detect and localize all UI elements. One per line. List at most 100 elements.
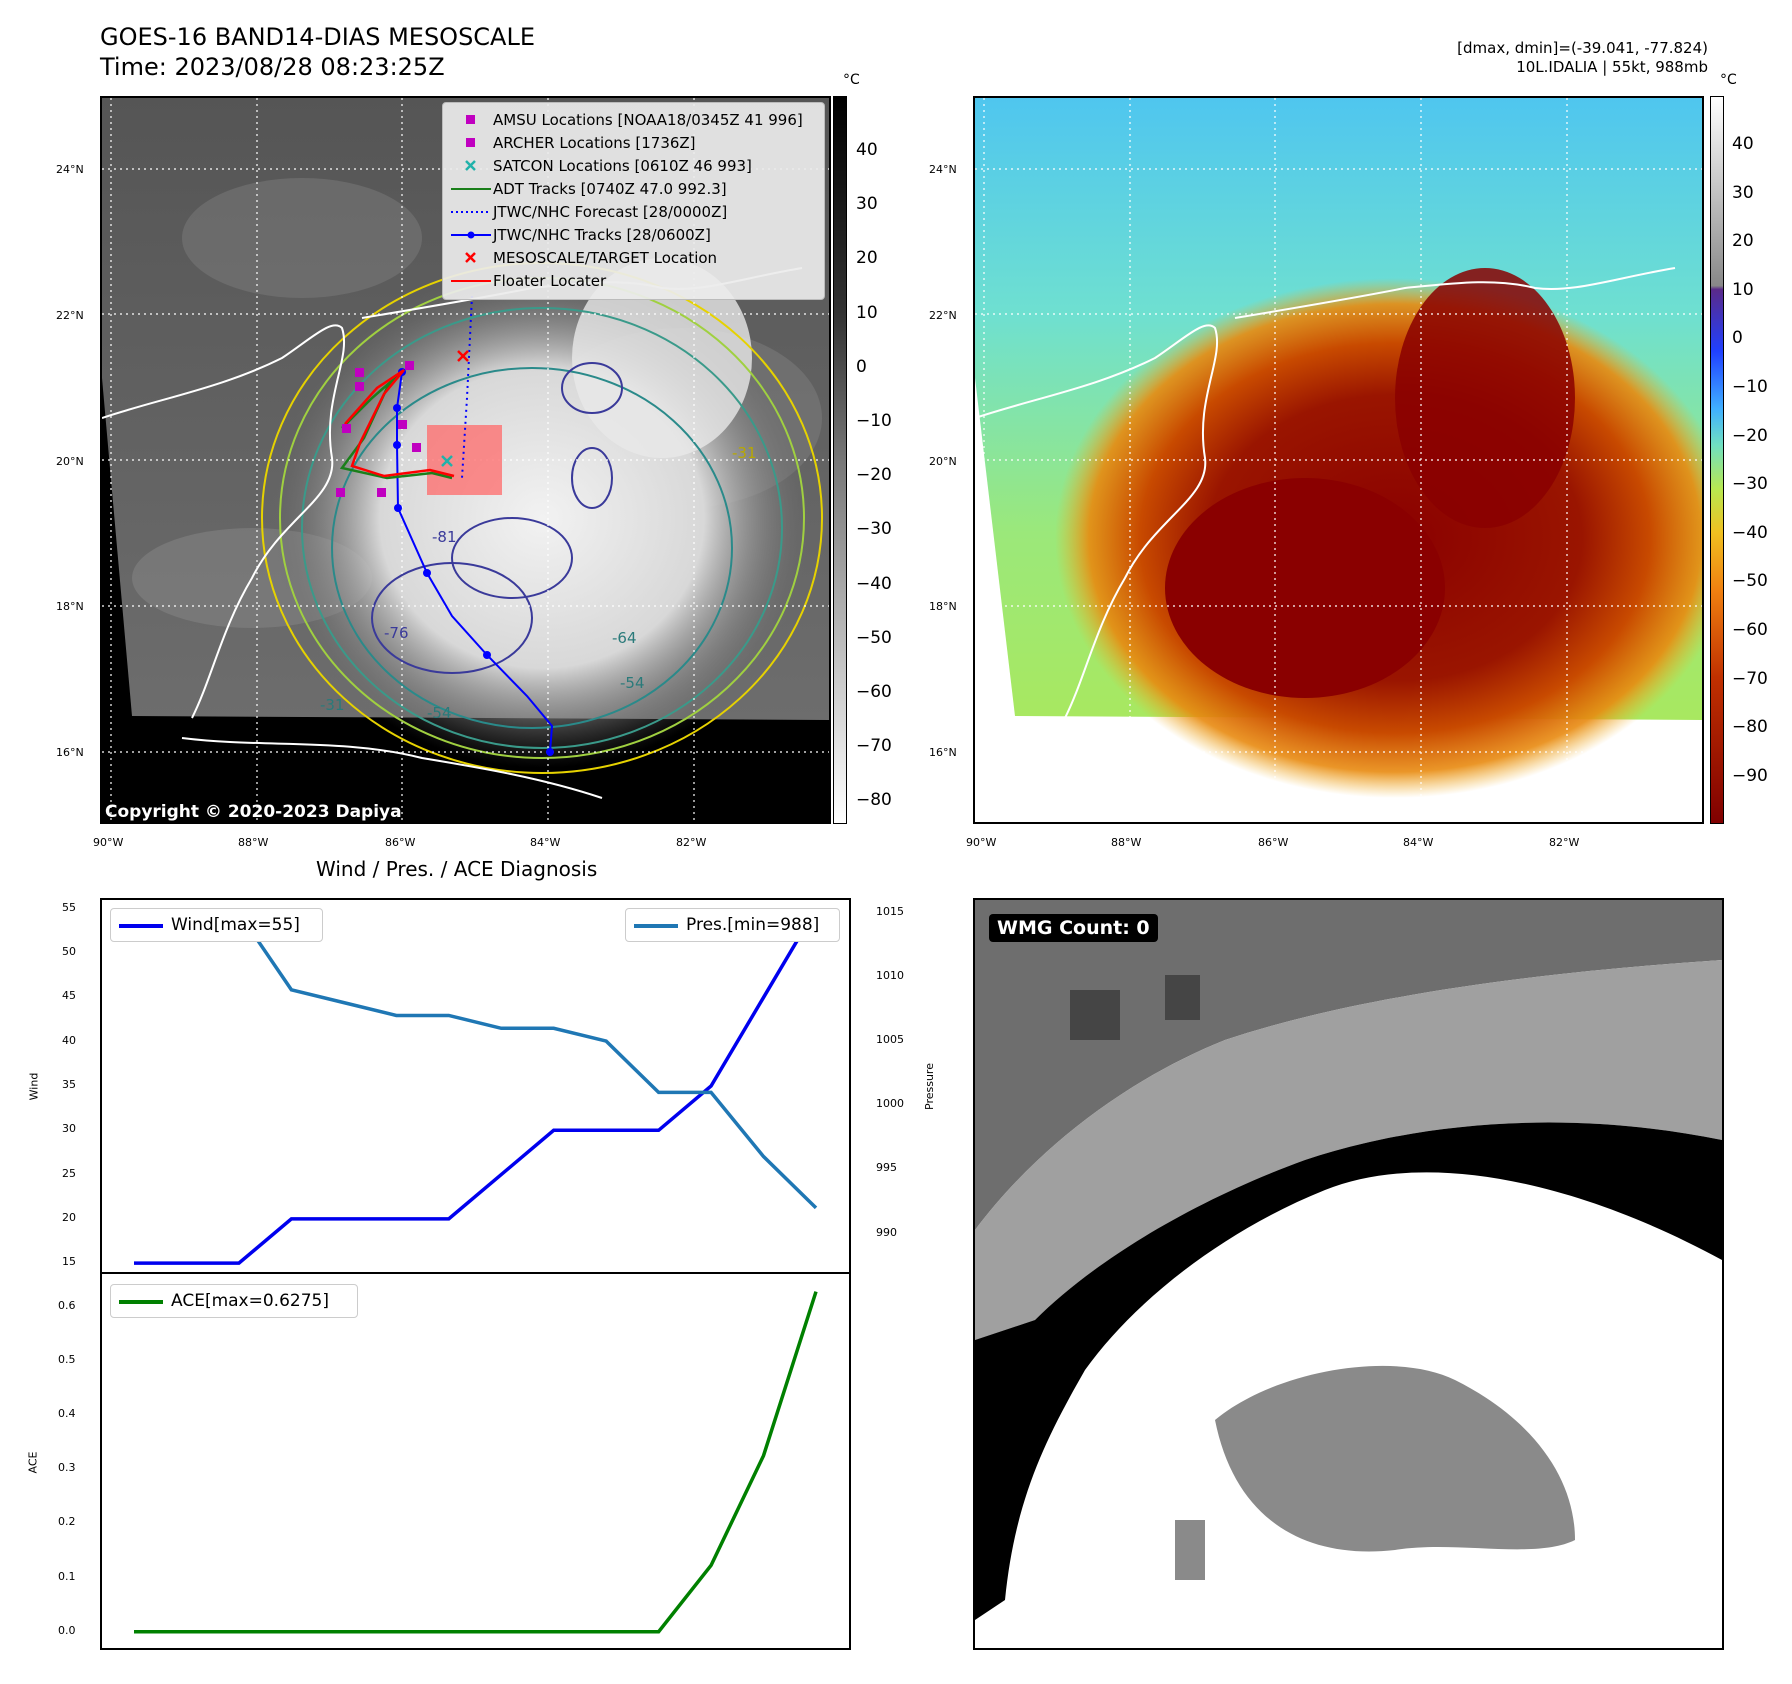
lon-label: 86°W bbox=[1258, 836, 1289, 849]
colorbar-tick: 10 bbox=[1732, 279, 1754, 300]
colorbar-tick: −60 bbox=[856, 682, 892, 702]
storm-info: [dmax, dmin]=(-39.041, -77.824) 10L.IDAL… bbox=[1457, 39, 1708, 77]
colorbar-grayscale bbox=[833, 96, 847, 824]
colorbar-tick: −60 bbox=[1732, 620, 1768, 640]
ace-legend: ACE[max=0.6275] bbox=[110, 1284, 358, 1318]
wind-tick-label: 15 bbox=[62, 1255, 76, 1269]
colorbar-tick: 0 bbox=[1732, 328, 1743, 349]
colorbar-tick: 10 bbox=[856, 302, 878, 323]
colorbar-tick: −20 bbox=[856, 465, 892, 486]
colorbar-tick: 40 bbox=[1732, 134, 1754, 154]
colorbar-tick: −80 bbox=[856, 790, 892, 811]
ace-plot: ACE[max=0.6275] bbox=[100, 1272, 851, 1650]
pressure-axis-label: Pressure bbox=[922, 1063, 936, 1110]
lat-label: 20°N bbox=[56, 455, 84, 468]
colorbar-tick: −40 bbox=[856, 573, 892, 594]
pressure-tick-label: 1005 bbox=[876, 1033, 904, 1047]
colorbar-tick: −50 bbox=[1732, 571, 1768, 592]
contour-label: -54 bbox=[620, 674, 645, 692]
lat-label: 24°N bbox=[929, 163, 957, 176]
contour-label: -31 bbox=[320, 696, 345, 714]
ace-tick-label: 0.1 bbox=[58, 1569, 76, 1583]
ace-tick-label: 0.4 bbox=[58, 1406, 76, 1420]
pressure-legend: Pres.[min=988] bbox=[625, 908, 840, 942]
colorbar-tick: 30 bbox=[1732, 182, 1754, 203]
contour-label: -64 bbox=[612, 629, 637, 647]
wind-tick-label: 35 bbox=[62, 1078, 76, 1091]
contour-label: -54 bbox=[427, 704, 452, 722]
lon-label: 84°W bbox=[530, 836, 561, 849]
lon-label: 88°W bbox=[238, 836, 269, 849]
title-line-2: Time: 2023/08/28 08:23:25Z bbox=[100, 53, 445, 81]
wmg-svg bbox=[975, 900, 1722, 1648]
ace-tick-label: 0.0 bbox=[58, 1623, 76, 1637]
lat-label: 24°N bbox=[56, 163, 84, 176]
enhanced-map-svg bbox=[975, 98, 1702, 822]
wind-tick-label: 55 bbox=[62, 900, 76, 914]
map-legend: AMSU Locations [NOAA18/0345Z 41 996] ARC… bbox=[442, 102, 825, 300]
colorbar-tick: −90 bbox=[1732, 765, 1768, 786]
wind-tick-label: 25 bbox=[62, 1166, 76, 1180]
lat-label: 18°N bbox=[56, 600, 84, 613]
lon-label: 82°W bbox=[676, 836, 707, 849]
colorbar-tick: −50 bbox=[856, 627, 892, 648]
lat-label: 22°N bbox=[56, 309, 84, 322]
ace-tick-label: 0.6 bbox=[58, 1298, 76, 1312]
colorbar-tick: −30 bbox=[856, 519, 892, 540]
contour-label: -31 bbox=[732, 444, 757, 462]
colorbar-tick: −10 bbox=[1732, 377, 1768, 397]
pressure-tick-label: 995 bbox=[876, 1161, 897, 1175]
pressure-tick-label: 1000 bbox=[876, 1097, 904, 1111]
lon-label: 86°W bbox=[385, 836, 416, 849]
wind-pressure-plot: Wind[max=55] Pres.[min=988] bbox=[100, 898, 851, 1274]
colorbar-tick: 0 bbox=[856, 356, 867, 377]
ace-tick-label: 0.5 bbox=[58, 1352, 76, 1366]
title-line-1: GOES-16 BAND14-DIAS MESOSCALE bbox=[100, 23, 536, 51]
colorbar-tick: 40 bbox=[856, 140, 878, 160]
lat-label: 16°N bbox=[929, 746, 957, 759]
wind-axis-label: Wind bbox=[27, 1072, 41, 1101]
wmg-classification-map: WMG Count: 0 bbox=[973, 898, 1724, 1650]
lon-label: 82°W bbox=[1549, 836, 1580, 849]
lat-label: 22°N bbox=[929, 309, 957, 322]
dmax-dmin-readout: [dmax, dmin]=(-39.041, -77.824) bbox=[1457, 39, 1708, 57]
wind-tick-label: 45 bbox=[62, 989, 76, 1003]
lon-label: 84°W bbox=[1403, 836, 1434, 849]
contour-label: -81 bbox=[432, 528, 457, 546]
ace-axis-label: ACE bbox=[26, 1451, 40, 1474]
pressure-series-line bbox=[134, 911, 818, 1210]
diagnosis-title: Wind / Pres. / ACE Diagnosis bbox=[316, 857, 598, 881]
wind-legend: Wind[max=55] bbox=[110, 908, 323, 942]
chart-title: GOES-16 BAND14-DIAS MESOSCALE Time: 2023… bbox=[100, 22, 535, 82]
colorbar-tick: −10 bbox=[856, 411, 892, 431]
wind-pressure-svg bbox=[134, 907, 818, 1265]
colorbar-tick: −70 bbox=[1732, 668, 1768, 689]
ace-tick-label: 0.2 bbox=[58, 1515, 76, 1529]
colorbar-tick: −20 bbox=[1732, 425, 1768, 446]
lon-label: 88°W bbox=[1111, 836, 1142, 849]
wind-tick-label: 20 bbox=[62, 1210, 76, 1224]
colorbar-unit: °C bbox=[1720, 72, 1737, 88]
enhanced-ir-map bbox=[973, 96, 1704, 824]
lat-label: 16°N bbox=[56, 746, 84, 759]
contour-label: -76 bbox=[384, 624, 409, 642]
colorbar-enhanced bbox=[1710, 96, 1724, 824]
pressure-tick-label: 1010 bbox=[876, 968, 904, 982]
colorbar-tick: 30 bbox=[856, 194, 878, 215]
copyright-text: Copyright © 2020-2023 Dapiya bbox=[105, 802, 402, 822]
colorbar-tick: −40 bbox=[1732, 522, 1768, 543]
ace-series-line bbox=[134, 1291, 818, 1634]
wmg-count-badge: WMG Count: 0 bbox=[989, 914, 1158, 942]
wind-series-line bbox=[134, 907, 818, 1265]
wind-tick-label: 50 bbox=[62, 945, 76, 959]
lon-label: 90°W bbox=[966, 836, 997, 849]
ace-svg bbox=[134, 1291, 818, 1634]
pressure-tick-label: 990 bbox=[876, 1225, 897, 1239]
colorbar-tick: −30 bbox=[1732, 474, 1768, 495]
lat-label: 20°N bbox=[929, 455, 957, 468]
ir-satellite-map: -31 -54 -64 -76 -81 -54 -31 Copyright © … bbox=[100, 96, 831, 824]
pressure-tick-label: 1015 bbox=[876, 904, 904, 918]
colorbar-tick: 20 bbox=[1732, 231, 1754, 252]
lat-label: 18°N bbox=[929, 600, 957, 613]
colorbar-tick: 20 bbox=[856, 248, 878, 269]
